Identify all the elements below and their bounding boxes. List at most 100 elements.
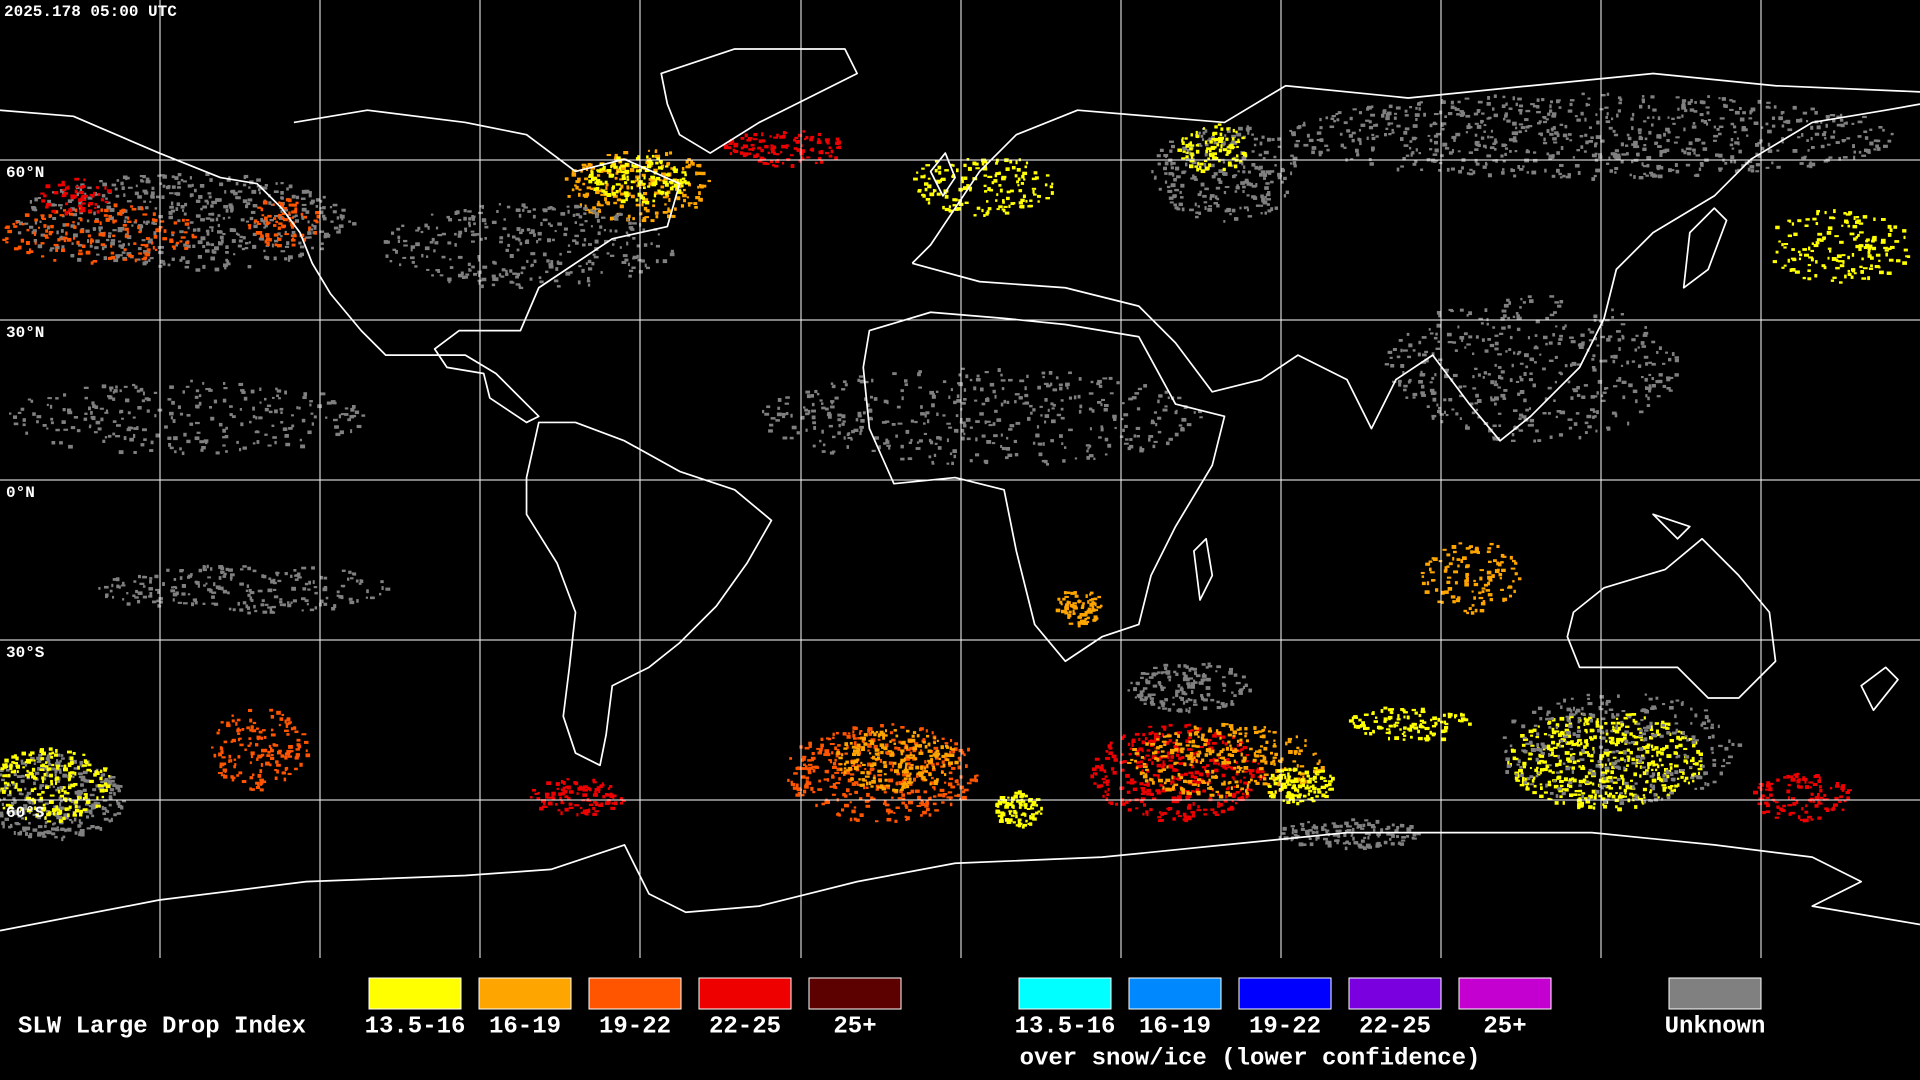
cloud-pixel [208, 212, 213, 216]
cloud-pixel [556, 285, 561, 288]
cloud-pixel [1605, 387, 1609, 390]
cloud-pixel [1429, 571, 1435, 574]
cloud-pixel [78, 217, 82, 220]
cloud-pixel [53, 191, 59, 195]
cloud-pixel [27, 799, 32, 803]
cloud-pixel [693, 202, 698, 206]
cloud-pixel [1487, 96, 1491, 100]
cloud-pixel [1558, 106, 1562, 109]
cloud-pixel [1550, 127, 1554, 131]
cloud-pixel [38, 753, 43, 757]
cloud-pixel [1051, 182, 1054, 186]
cloud-pixel [1444, 566, 1448, 570]
cloud-pixel [85, 229, 90, 233]
cloud-pixel [758, 139, 763, 143]
cloud-pixel [358, 582, 362, 585]
cloud-pixel [274, 409, 278, 414]
cloud-pixel [28, 753, 33, 757]
cloud-pixel [986, 397, 989, 401]
cloud-pixel [447, 277, 452, 282]
cloud-pixel [112, 578, 118, 581]
cloud-pixel [1182, 170, 1187, 173]
cloud-pixel [666, 162, 670, 166]
cloud-pixel [1549, 132, 1554, 136]
cloud-pixel [1538, 120, 1542, 123]
cloud-pixel [1741, 164, 1745, 168]
cloud-pixel [51, 441, 56, 445]
cloud-pixel [26, 791, 32, 795]
cloud-pixel [1820, 239, 1824, 242]
cloud-pixel [253, 224, 258, 229]
cloud-pixel [121, 800, 127, 803]
cloud-pixel [1517, 392, 1521, 396]
cloud-pixel [1168, 437, 1173, 441]
cloud-pixel [115, 254, 120, 259]
cloud-pixel [154, 248, 158, 251]
cloud-pixel [223, 387, 228, 390]
cloud-pixel [185, 260, 188, 264]
cloud-pixel [799, 152, 804, 156]
cloud-pixel [250, 210, 256, 214]
cloud-pixel [1512, 121, 1517, 126]
cloud-pixel [657, 189, 661, 193]
cloud-pixel [1885, 252, 1888, 257]
cloud-pixel [1595, 168, 1601, 173]
cloud-pixel [100, 769, 103, 773]
cloud-pixel [1765, 105, 1770, 109]
cloud-pixel [1501, 309, 1504, 312]
cloud-pixel [82, 808, 88, 812]
cloud-pixel [1458, 385, 1463, 389]
cloud-pixel [796, 149, 801, 152]
cloud-pixel [1687, 101, 1692, 105]
cloud-pixel [591, 261, 595, 266]
cloud-pixel [1422, 353, 1427, 357]
cloud-pixel [161, 195, 165, 200]
cloud-pixel [1415, 106, 1418, 110]
cloud-pixel [1211, 175, 1216, 179]
cloud-pixel [565, 271, 571, 276]
cloud-pixel [110, 817, 113, 822]
cloud-pixel [142, 576, 148, 579]
cloud-pixel [55, 807, 58, 811]
cloud-pixel [927, 177, 931, 180]
cloud-pixel [1078, 615, 1081, 619]
cloud-pixel [801, 149, 805, 153]
cloud-pixel [240, 218, 245, 222]
cloud-pixel [82, 797, 86, 800]
cloud-pixel [1018, 396, 1023, 400]
cloud-pixel [482, 265, 488, 269]
cloud-pixel [172, 245, 176, 250]
cloud-pixel [468, 221, 471, 225]
cloud-pixel [1217, 177, 1221, 182]
cloud-pixel [1475, 408, 1479, 412]
cloud-pixel [403, 244, 408, 247]
cloud-pixel [1493, 94, 1497, 98]
cloud-pixel [123, 221, 127, 224]
cloud-pixel [1618, 347, 1621, 351]
cloud-pixel [149, 257, 154, 260]
cloud-pixel [89, 769, 93, 773]
cloud-pixel [295, 219, 300, 223]
cloud-pixel [1794, 270, 1800, 274]
cloud-pixel [864, 380, 869, 384]
cloud-pixel [92, 404, 96, 409]
cloud-pixel [1637, 365, 1642, 368]
cloud-pixel [1337, 111, 1342, 115]
cloud-pixel [1241, 156, 1247, 160]
cloud-pixel [17, 832, 22, 836]
cloud-pixel [1884, 249, 1889, 252]
cloud-pixel [49, 811, 53, 815]
cloud-pixel [1208, 205, 1213, 208]
cloud-pixel [1226, 207, 1232, 212]
cloud-pixel [472, 217, 476, 221]
cloud-pixel [1529, 357, 1535, 362]
cloud-pixel [1809, 164, 1813, 169]
cloud-pixel [1867, 276, 1871, 281]
cloud-pixel [1483, 583, 1488, 587]
cloud-pixel [4, 784, 7, 788]
cloud-pixel [900, 444, 904, 449]
cloud-pixel [1121, 418, 1124, 421]
cloud-pixel [1116, 381, 1120, 385]
cloud-pixel [576, 205, 582, 209]
cloud-pixel [302, 396, 307, 400]
